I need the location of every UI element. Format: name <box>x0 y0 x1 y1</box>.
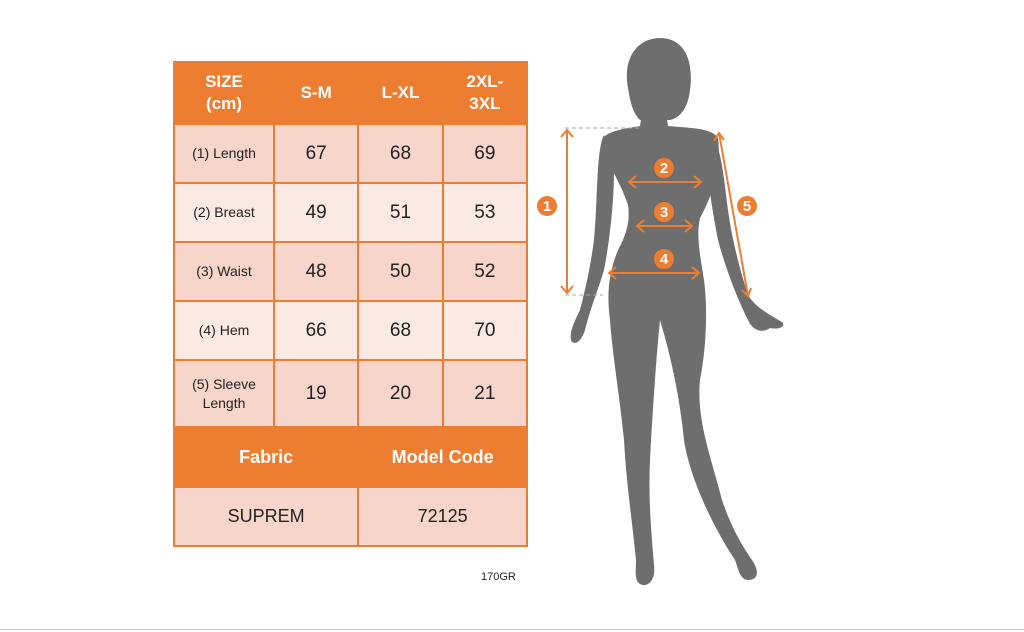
cell: 67 <box>272 123 360 184</box>
header-l-xl: L-XL <box>357 61 444 125</box>
model-code-header: Model Code <box>357 426 528 488</box>
fabric-value-row: SUPREM 72125 <box>172 486 528 547</box>
fabric-value: SUPREM <box>172 486 360 547</box>
marker-3-label: 3 <box>660 204 668 221</box>
measurement-lines <box>560 127 752 298</box>
cell: 19 <box>272 359 360 428</box>
marker-1 <box>537 196 557 216</box>
measurement-markers: 1 2 3 4 5 <box>537 158 757 269</box>
marker-4 <box>654 249 674 269</box>
header-size: SIZE (cm) <box>173 61 275 125</box>
cell: 20 <box>357 359 444 428</box>
header-row: SIZE (cm) S-M L-XL 2XL- 3XL <box>173 61 529 125</box>
breast-arrowheads <box>627 175 703 189</box>
hem-arrowheads <box>607 266 701 280</box>
length-arrowheads <box>560 128 574 295</box>
marker-3 <box>654 202 674 222</box>
fabric-header: Fabric <box>172 426 360 488</box>
table-row: (1) Length 67 68 69 <box>173 123 529 184</box>
header-2xl-3xl: 2XL- 3XL <box>441 61 529 125</box>
cell: 70 <box>441 300 529 361</box>
cell: 48 <box>272 241 360 302</box>
row-label: (1) Length <box>173 123 275 184</box>
model-code-value: 72125 <box>357 486 528 547</box>
row-label: (3) Waist <box>173 241 275 302</box>
marker-2 <box>654 158 674 178</box>
marker-5-label: 5 <box>743 198 751 215</box>
size-chart-table: SIZE (cm) S-M L-XL 2XL- 3XL (1) Length 67 … <box>172 61 529 547</box>
cell: 68 <box>357 300 444 361</box>
waist-arrowheads <box>635 219 694 233</box>
table-row: (5) Sleeve Length 19 20 21 <box>173 359 529 428</box>
fabric-header-row: Fabric Model Code <box>172 426 528 488</box>
cell: 52 <box>441 241 529 302</box>
cell: 69 <box>441 123 529 184</box>
cell: 49 <box>272 182 360 243</box>
cell: 53 <box>441 182 529 243</box>
marker-5 <box>737 196 757 216</box>
table-row: (2) Breast 49 51 53 <box>173 182 529 243</box>
row-label: (4) Hem <box>173 300 275 361</box>
row-label: (2) Breast <box>173 182 275 243</box>
cell: 66 <box>272 300 360 361</box>
cell: 50 <box>357 241 444 302</box>
sleeve-arrow <box>718 132 749 297</box>
cell: 21 <box>441 359 529 428</box>
header-s-m: S-M <box>272 61 360 125</box>
fabric-weight-note: 170GR <box>481 571 516 583</box>
sleeve-arrowheads <box>713 131 752 298</box>
marker-2-label: 2 <box>660 160 668 177</box>
table-row: (4) Hem 66 68 70 <box>173 300 529 361</box>
marker-1-label: 1 <box>543 198 551 215</box>
bottom-border <box>0 629 1024 630</box>
table-row: (3) Waist 48 50 52 <box>173 241 529 302</box>
silhouette <box>570 38 784 586</box>
row-label: (5) Sleeve Length <box>173 359 275 428</box>
cell: 51 <box>357 182 444 243</box>
marker-4-label: 4 <box>660 251 669 268</box>
cell: 68 <box>357 123 444 184</box>
